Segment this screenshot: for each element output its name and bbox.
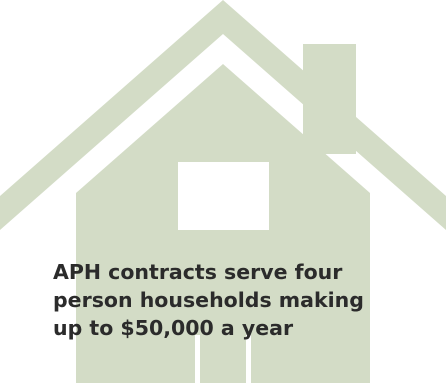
caption-line: up to $50,000 a year	[53, 316, 294, 340]
door-edge-right	[246, 335, 251, 383]
caption-line: APH contracts serve four	[53, 260, 343, 284]
caption: APH contracts serve four person househol…	[53, 258, 423, 342]
door-edge-left	[195, 335, 200, 383]
caption-line: person households making	[53, 288, 364, 312]
window	[178, 162, 269, 230]
